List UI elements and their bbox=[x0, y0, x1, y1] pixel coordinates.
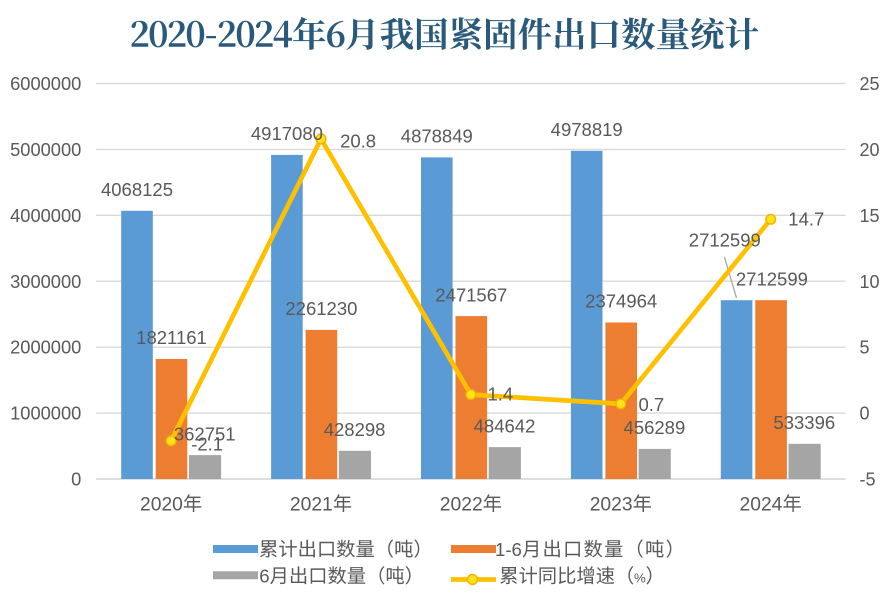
svg-text:1821161: 1821161 bbox=[136, 327, 207, 348]
svg-text:2374964: 2374964 bbox=[585, 291, 657, 312]
svg-text:1000000: 1000000 bbox=[10, 403, 81, 424]
svg-text:0: 0 bbox=[71, 469, 81, 490]
svg-text:1-6: 1-6 bbox=[495, 539, 522, 560]
svg-text:6: 6 bbox=[259, 566, 269, 587]
svg-text:2712599: 2712599 bbox=[689, 230, 761, 251]
svg-text:14.7: 14.7 bbox=[788, 209, 824, 230]
svg-text:0: 0 bbox=[860, 404, 870, 424]
svg-text:2000000: 2000000 bbox=[10, 337, 81, 358]
svg-text:%: % bbox=[634, 571, 646, 586]
svg-text:3000000: 3000000 bbox=[10, 271, 81, 292]
svg-text:20.8: 20.8 bbox=[340, 131, 376, 152]
svg-text:4878849: 4878849 bbox=[401, 126, 473, 147]
svg-text:2021: 2021 bbox=[290, 495, 333, 516]
svg-text:-2.1: -2.1 bbox=[191, 434, 223, 455]
svg-text:2261230: 2261230 bbox=[285, 298, 357, 319]
svg-text:15: 15 bbox=[860, 206, 880, 226]
svg-text:4917080: 4917080 bbox=[251, 123, 323, 144]
svg-text:4978819: 4978819 bbox=[551, 119, 623, 140]
svg-text:2022: 2022 bbox=[440, 495, 483, 516]
svg-text:1.4: 1.4 bbox=[488, 384, 514, 405]
svg-text:2023: 2023 bbox=[590, 495, 633, 516]
svg-text:5: 5 bbox=[860, 338, 870, 358]
svg-text:484642: 484642 bbox=[474, 415, 536, 436]
svg-text:2712599: 2712599 bbox=[736, 268, 808, 289]
svg-text:4068125: 4068125 bbox=[101, 179, 173, 200]
svg-text:2024: 2024 bbox=[740, 495, 783, 516]
svg-text:428298: 428298 bbox=[324, 419, 386, 440]
svg-text:5000000: 5000000 bbox=[10, 139, 81, 160]
svg-text:4000000: 4000000 bbox=[10, 205, 81, 226]
svg-text:6000000: 6000000 bbox=[10, 73, 81, 94]
svg-text:533396: 533396 bbox=[773, 412, 835, 433]
svg-text:456289: 456289 bbox=[624, 417, 686, 438]
svg-text:-5: -5 bbox=[860, 470, 876, 490]
svg-text:362751: 362751 bbox=[174, 423, 236, 444]
svg-text:20: 20 bbox=[860, 140, 880, 160]
svg-text:2471567: 2471567 bbox=[435, 284, 507, 305]
svg-text:2020: 2020 bbox=[140, 495, 183, 516]
svg-text:10: 10 bbox=[860, 272, 880, 292]
svg-text:25: 25 bbox=[860, 74, 880, 94]
svg-text:0.7: 0.7 bbox=[639, 394, 665, 415]
